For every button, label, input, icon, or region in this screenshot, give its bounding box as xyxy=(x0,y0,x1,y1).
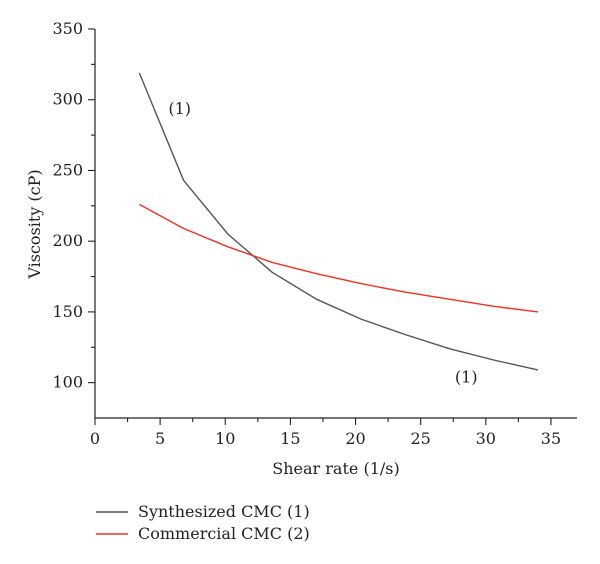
legend-label: Commercial CMC (2) xyxy=(138,524,310,543)
plot-area: 0 5 10 15 20 25 30 35 100 150 200 250 300 350 (1) (1) xyxy=(52,19,577,448)
series-line-2 xyxy=(138,203,538,313)
y-tick-label: 150 xyxy=(52,302,83,321)
curve-annotation: (1) xyxy=(168,99,191,118)
y-tick-label: 200 xyxy=(52,231,83,250)
x-tick-label: 0 xyxy=(90,429,100,448)
series-lines xyxy=(138,72,539,371)
x-tick-label: 30 xyxy=(476,429,496,448)
x-tick-label: 35 xyxy=(541,429,561,448)
series-line-1 xyxy=(138,72,539,371)
y-tick-label: 100 xyxy=(52,373,83,392)
y-tick-label: 350 xyxy=(52,19,83,38)
x-tick-label: 5 xyxy=(155,429,165,448)
x-axis-title: Shear rate (1/s) xyxy=(272,459,399,478)
y-tick-label: 300 xyxy=(52,90,83,109)
x-tick-label: 25 xyxy=(410,429,430,448)
x-tick-label: 20 xyxy=(345,429,365,448)
x-axis-ticks: 0 5 10 15 20 25 30 35 xyxy=(90,418,561,448)
legend: Synthesized CMC (1) Commercial CMC (2) xyxy=(96,502,310,543)
y-axis-title: Viscosity (cP) xyxy=(25,169,44,279)
legend-label: Synthesized CMC (1) xyxy=(138,502,310,521)
annotations: (1) (1) xyxy=(168,99,477,387)
y-tick-label: 250 xyxy=(52,160,83,179)
x-tick-label: 15 xyxy=(280,429,300,448)
curve-annotation: (1) xyxy=(455,368,478,387)
y-axis-ticks: 100 150 200 250 300 350 xyxy=(52,19,95,392)
x-tick-label: 10 xyxy=(215,429,235,448)
